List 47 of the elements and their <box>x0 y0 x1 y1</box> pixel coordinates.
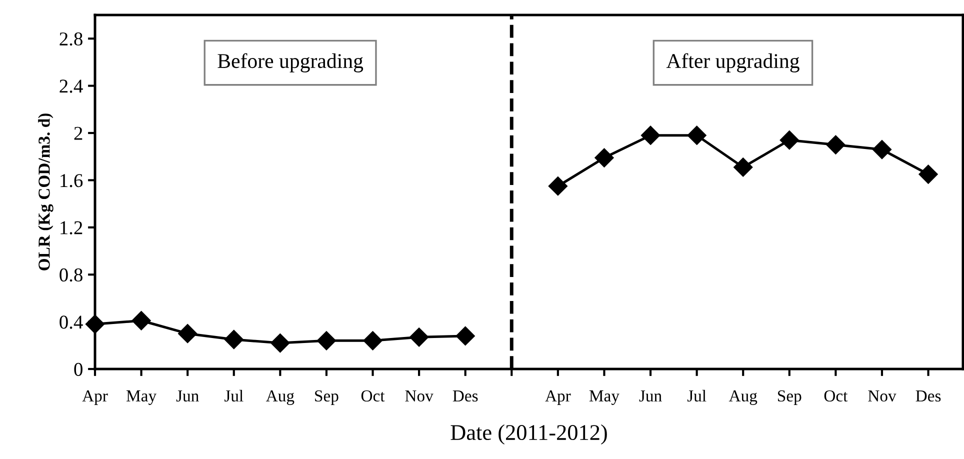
y-tick-label: 2 <box>74 126 82 140</box>
x-tick-label: Jul <box>224 390 244 402</box>
x-tick-label: May <box>126 390 156 405</box>
x-tick-label: Des <box>452 390 478 402</box>
point <box>270 334 290 353</box>
x-tick-label: Jun <box>639 390 662 402</box>
x-tick-label: Nov <box>868 390 896 402</box>
y-tick-label: 2.8 <box>60 32 82 46</box>
point <box>687 126 706 145</box>
x-tick-label: Apr <box>545 390 571 405</box>
x-tick-label: Aug <box>266 390 294 405</box>
point <box>918 164 938 184</box>
x-tick-label: Oct <box>361 390 385 402</box>
x-tick-label: Sep <box>315 390 338 405</box>
annotation: After upgrading <box>666 53 800 72</box>
y-tick-label: 2.4 <box>60 80 83 93</box>
y-tick-label: 0.8 <box>60 268 82 282</box>
y-tick-label: 0 <box>74 362 82 376</box>
y-tick-label: 1.2 <box>60 221 82 234</box>
x-tick-label: Jul <box>687 390 706 402</box>
y-tick-label: 1.6 <box>60 174 83 188</box>
point <box>594 148 614 168</box>
x-tick-label: May <box>589 390 620 405</box>
point <box>548 176 568 196</box>
x-tick-label: Apr <box>82 390 108 405</box>
point <box>734 158 753 177</box>
point <box>132 311 151 330</box>
point <box>178 324 198 344</box>
point <box>872 140 892 160</box>
y-tick-label: 0.4 <box>60 316 83 329</box>
point <box>224 330 244 350</box>
x-tick-label: Jun <box>176 390 199 402</box>
x-tick-label: Sep <box>778 390 802 405</box>
point <box>410 328 429 347</box>
x-tick-label: Des <box>916 390 941 402</box>
point <box>316 331 336 350</box>
x-tick-label: Nov <box>405 390 434 402</box>
point <box>826 135 846 154</box>
point <box>456 326 475 346</box>
x-tick-label: Aug <box>728 390 758 405</box>
annotation: Before upgrading <box>218 53 364 72</box>
x-axis-title: Date (2011-2012) <box>450 424 607 445</box>
point <box>780 130 799 150</box>
y-axis-title: OLR (Kg COD/m3. d) <box>38 114 54 270</box>
point <box>363 331 382 350</box>
point <box>640 126 660 145</box>
x-tick-label: Oct <box>824 390 848 402</box>
